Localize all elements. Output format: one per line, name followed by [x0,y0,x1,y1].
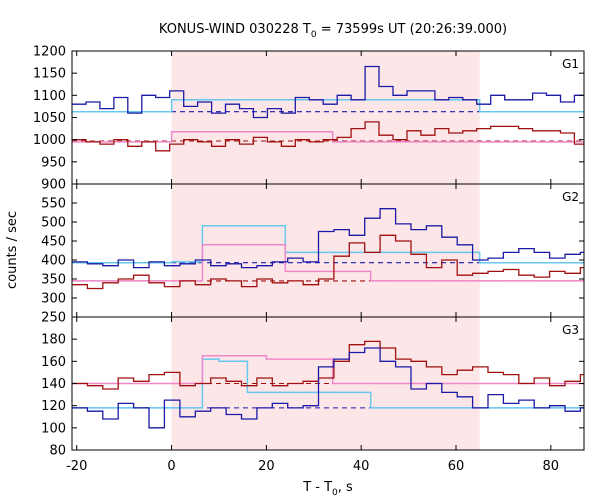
x-tick-label: -20 [66,459,87,474]
chart-title: KONUS-WIND 030228 T0 = 73599s UT (20:26:… [159,22,507,40]
panel-label: G1 [562,57,579,71]
x-axis-label-rest: , s [338,480,353,495]
red-series-line [72,234,584,290]
x-tick-label: 20 [258,459,275,474]
panel-label: G3 [562,323,579,337]
y-tick-label: 100 [41,421,66,436]
red-model-line [72,355,584,385]
x-tick-label: 60 [448,459,465,474]
y-tick-label: 1150 [33,67,66,82]
y-tick-label: 140 [41,377,66,392]
y-tick-label: 80 [49,444,66,459]
red-series-line [72,121,584,152]
y-tick-label: 180 [41,333,66,348]
y-tick-label: 120 [41,399,66,414]
blue-series-line [72,65,584,119]
y-tick-label: 500 [41,216,66,231]
y-tick-label: 1000 [33,133,66,148]
x-tick-label: 40 [353,459,370,474]
y-tick-label: 1050 [33,111,66,126]
highlight-region [171,51,480,450]
y-tick-label: 450 [41,235,66,250]
chart-title-main: KONUS-WIND 030228 T [159,22,311,37]
x-tick-label: 0 [167,459,175,474]
x-axis-label-main: T - T [302,480,332,495]
panel-g2 [72,208,584,290]
blue-series-line [72,347,584,429]
y-tick-label: 250 [41,311,66,326]
y-tick-label: 300 [41,292,66,307]
y-tick-label: 1100 [33,89,66,104]
panel-g3 [72,340,584,429]
red-series-line [72,340,584,390]
axes: 90095010001050110011501200G1250300350400… [33,45,585,474]
panel-frame [71,316,585,451]
y-tick-label: 160 [41,355,66,370]
y-tick-label: 900 [41,178,66,193]
chart-title-rest: = 73599s UT (20:26:39.000) [317,22,507,37]
chart-title-sub: 0 [311,30,317,40]
panel-label: G2 [562,190,579,204]
y-axis-label: counts / sec [5,211,20,289]
y-tick-label: 1200 [33,45,66,60]
y-tick-label: 950 [41,155,66,170]
x-tick-label: 80 [543,459,560,474]
blue-series-line [72,208,584,269]
x-axis-label: T - T0, s [302,480,353,498]
panel-g1 [72,65,584,152]
y-tick-label: 550 [41,197,66,212]
y-tick-label: 350 [41,273,66,288]
blue-model-line [72,225,584,264]
blue-model-line [72,358,584,409]
y-tick-label: 400 [41,254,66,269]
panels [72,65,584,429]
x-axis-label-sub: 0 [332,488,338,498]
highlight-rect [171,51,480,450]
blue-model-line [72,99,584,113]
